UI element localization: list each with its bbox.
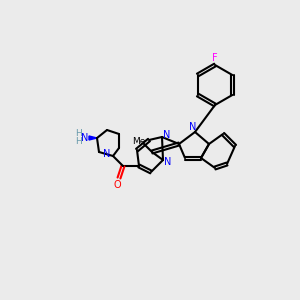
Text: N: N bbox=[164, 157, 172, 167]
Polygon shape bbox=[89, 136, 97, 140]
Text: O: O bbox=[113, 180, 121, 190]
Text: N: N bbox=[189, 122, 197, 132]
Text: H: H bbox=[76, 137, 82, 146]
Text: H: H bbox=[76, 128, 82, 137]
Text: Me: Me bbox=[132, 136, 146, 146]
Text: N: N bbox=[81, 133, 89, 143]
Text: F: F bbox=[212, 53, 218, 63]
Text: N: N bbox=[163, 130, 171, 140]
Text: N: N bbox=[103, 149, 111, 159]
